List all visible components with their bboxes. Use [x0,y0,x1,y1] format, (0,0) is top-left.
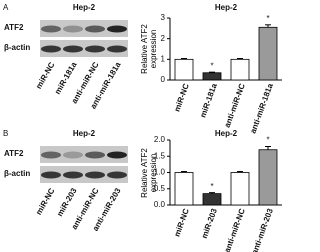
bar [258,149,278,206]
blot-band [107,171,127,179]
y-tick-label: 2.0 [154,135,166,144]
y-tick-label: 1.0 [154,168,166,177]
blot-band [41,25,61,33]
blot-row-label: ATF2 [4,23,24,32]
blot-title: Hep-2 [73,3,96,12]
blot-band [41,171,61,179]
lane-label: miR-203 [55,186,79,218]
x-tick-label: anti-miR-203 [250,207,275,252]
x-tick-label: anti-miR-NC [223,207,247,252]
y-axis-label: Relative ATF2 expression [140,147,158,198]
significance-mark: * [266,136,269,145]
blot-strip [40,146,128,163]
bar [202,72,222,81]
blot-strip [40,40,128,57]
lane-label: miR-NC [34,60,57,90]
bar [174,58,194,81]
y-tick-label: 2 [161,34,166,43]
blot-band [41,45,61,53]
y-tick-label: 3 [161,13,166,22]
y-tick-label: 1 [161,54,166,63]
x-tick-label: miR-203 [200,207,219,240]
significance-mark: * [210,182,213,191]
blot-row-label: ATF2 [4,149,24,158]
panel-label: A [3,3,9,12]
figure-canvas: A Hep-2ATF2β-actinmiR-NCmiR-181aanti-miR-… [3,3,282,252]
significance-mark: * [266,14,269,23]
chart-title: Hep-2 [215,3,238,12]
blot-band [63,45,83,53]
blot-band [41,151,61,159]
bar [174,172,194,206]
blot-band [107,25,127,33]
blot-row-label: β-actin [4,169,30,178]
blot-strip [40,20,128,37]
blot-band [85,45,105,53]
blot-title: Hep-2 [73,129,96,138]
x-tick-label: anti-miR-181a [248,82,275,135]
y-tick-label: 1.5 [154,151,166,160]
bar [258,26,278,81]
blot-band [107,45,127,53]
significance-mark: * [210,61,213,70]
blot-band [63,25,83,33]
x-tick-label: anti-miR-NC [223,82,247,129]
y-tick-label: 0.5 [154,184,166,193]
blot-band [85,151,105,159]
y-tick-label: 0.0 [154,200,166,209]
blot-band [63,151,83,159]
blot-band [107,151,127,159]
y-tick-label: 0 [161,75,166,84]
blot-row-label: β-actin [4,43,30,52]
y-axis-label: Relative ATF2 expression [140,24,158,74]
bar [202,193,222,206]
x-tick-label: miR-NC [172,82,191,113]
chart-title: Hep-2 [215,129,238,138]
blot-band [63,171,83,179]
blot-strip [40,166,128,183]
lane-label: miR-NC [34,186,57,216]
x-tick-label: miR-181a [198,82,219,119]
figure: A Hep-2 ATF2 β-actin miR-NC miR-181a anti-miR-… [3,3,282,252]
bar [230,58,250,81]
bar [230,172,250,206]
blot-band [85,171,105,179]
x-tick-label: miR-NC [172,207,191,238]
panel-label: B [3,129,8,138]
blot-band [85,25,105,33]
